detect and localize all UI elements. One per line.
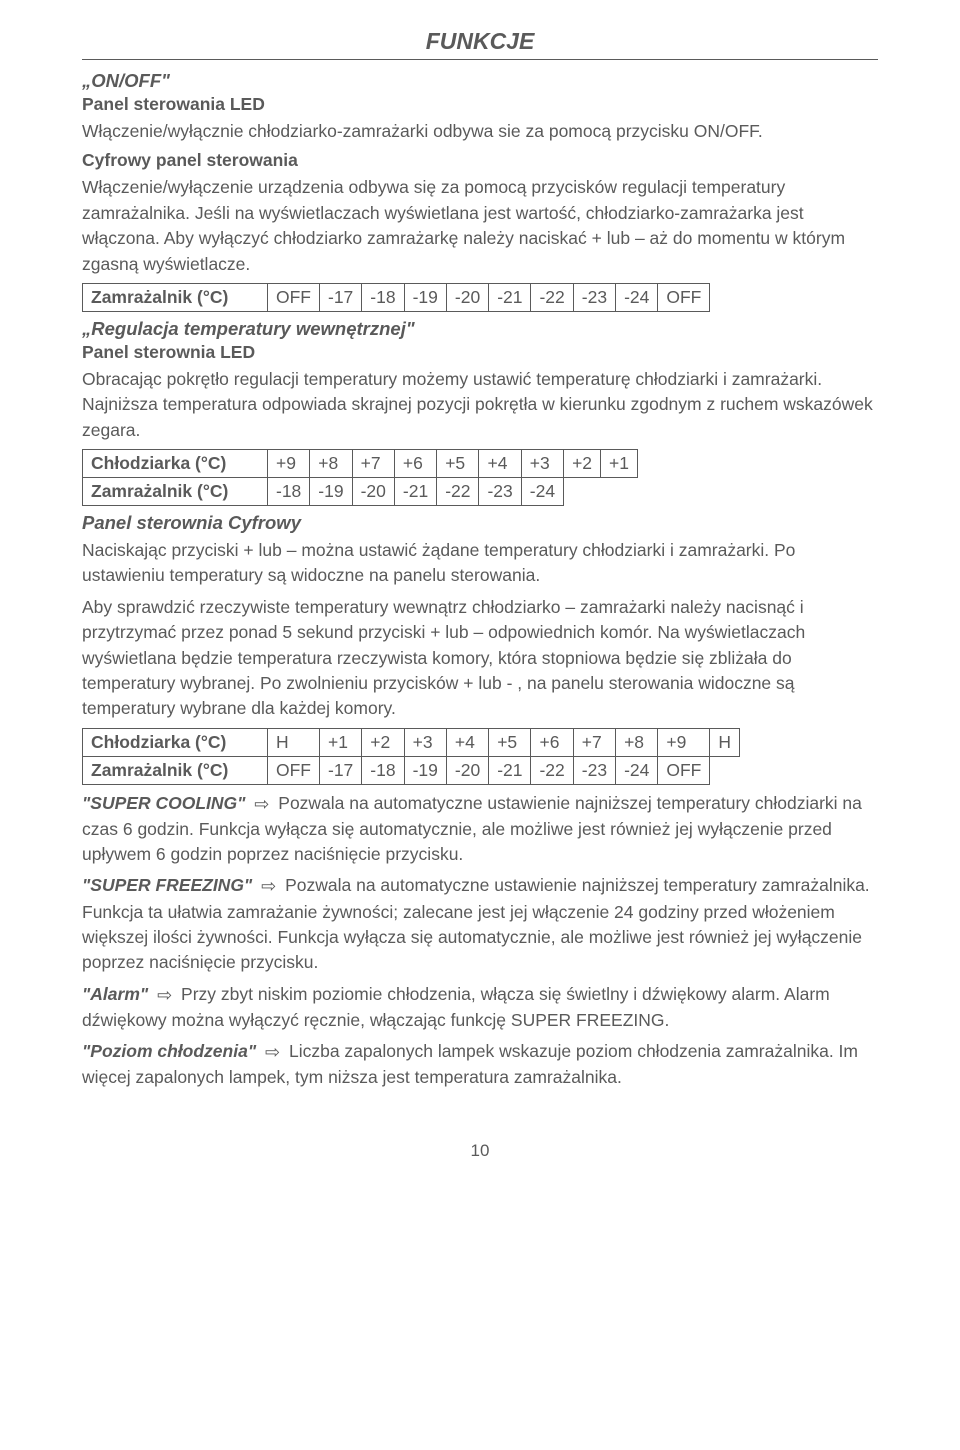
page-container: FUNKCJE „ON/OFF" Panel sterowania LED Wł…: [0, 0, 960, 1201]
table-cell: +9: [658, 728, 710, 756]
feature-label: "Alarm": [82, 984, 148, 1004]
table-cell: -23: [479, 478, 521, 506]
table-cell: +3: [521, 450, 563, 478]
table-cell: +4: [446, 728, 488, 756]
arrow-icon: ⇨: [261, 873, 276, 899]
page-title: FUNKCJE: [82, 28, 878, 60]
section-onoff-head: „ON/OFF": [82, 70, 878, 92]
table-cell: -17: [320, 756, 362, 784]
table-cell: H: [710, 728, 740, 756]
table-cell: -24: [616, 756, 658, 784]
feature-label: "SUPER FREEZING": [82, 875, 252, 895]
table-cell: +4: [479, 450, 521, 478]
table-cell: OFF: [658, 283, 710, 311]
section-onoff-p1: Włączenie/wyłącznie chłodziarko-zamrażar…: [82, 119, 878, 144]
feature-cooling-level: "Poziom chłodzenia" ⇨ Liczba zapalonych …: [82, 1039, 878, 1090]
feature-alarm: "Alarm" ⇨ Przy zbyt niskim poziomie chło…: [82, 982, 878, 1033]
table-cell: -24: [616, 283, 658, 311]
table-cell: +5: [437, 450, 479, 478]
table-cell: +5: [489, 728, 531, 756]
table-cell: -23: [573, 283, 615, 311]
table-cell: -20: [446, 756, 488, 784]
table-cell: -21: [394, 478, 436, 506]
table-cell: -22: [531, 283, 573, 311]
table-fridge-freezer-3: Chłodziarka (°C) H +1 +2 +3 +4 +5 +6 +7 …: [82, 728, 740, 785]
table-cell: -19: [310, 478, 352, 506]
feature-supercooling: "SUPER COOLING" ⇨ Pozwala na automatyczn…: [82, 791, 878, 868]
feature-label: "SUPER COOLING": [82, 793, 245, 813]
section-temp-head: „Regulacja temperatury wewnętrznej": [82, 318, 878, 340]
section-onoff-subhead2: Cyfrowy panel sterowania: [82, 150, 878, 171]
table-cell: +9: [268, 450, 310, 478]
section-digital-p2: Aby sprawdzić rzeczywiste temperatury we…: [82, 595, 878, 722]
section-temp-p1: Obracając pokrętło regulacji temperatury…: [82, 367, 878, 443]
feature-text: Przy zbyt niskim poziomie chłodzenia, wł…: [82, 984, 830, 1030]
page-number: 10: [82, 1141, 878, 1161]
table-cell: +7: [573, 728, 615, 756]
table-cell: OFF: [268, 283, 320, 311]
table-cell: OFF: [658, 756, 710, 784]
table-freezer-1: Zamrażalnik (°C) OFF -17 -18 -19 -20 -21…: [82, 283, 710, 312]
table-cell: -22: [437, 478, 479, 506]
table-cell: +7: [352, 450, 394, 478]
table-label: Zamrażalnik (°C): [83, 283, 268, 311]
table-cell: +2: [564, 450, 601, 478]
section-digital-head: Panel sterownia Cyfrowy: [82, 512, 878, 534]
table-cell: +3: [404, 728, 446, 756]
table-label: Zamrażalnik (°C): [83, 756, 268, 784]
section-digital-p1: Naciskając przyciski + lub – można ustaw…: [82, 538, 878, 589]
table-cell: -22: [531, 756, 573, 784]
table-cell: -21: [489, 756, 531, 784]
table-cell: -23: [573, 756, 615, 784]
table-cell: +8: [310, 450, 352, 478]
feature-label: "Poziom chłodzenia": [82, 1041, 256, 1061]
table-cell: -18: [268, 478, 310, 506]
table-cell: +6: [531, 728, 573, 756]
table-cell: OFF: [268, 756, 320, 784]
arrow-icon: ⇨: [157, 982, 172, 1008]
table-cell: -18: [362, 283, 404, 311]
table-label: Zamrażalnik (°C): [83, 478, 268, 506]
table-cell: -20: [446, 283, 488, 311]
table-cell: +2: [362, 728, 404, 756]
table-cell: H: [268, 728, 320, 756]
feature-superfreezing: "SUPER FREEZING" ⇨ Pozwala na automatycz…: [82, 873, 878, 975]
table-cell: +8: [616, 728, 658, 756]
arrow-icon: ⇨: [265, 1039, 280, 1065]
table-label: Chłodziarka (°C): [83, 728, 268, 756]
table-fridge-freezer-2: Chłodziarka (°C) +9 +8 +7 +6 +5 +4 +3 +2…: [82, 449, 638, 506]
table-cell: -19: [404, 756, 446, 784]
table-cell: -17: [320, 283, 362, 311]
table-cell: -18: [362, 756, 404, 784]
section-onoff-p2: Włączenie/wyłączenie urządzenia odbywa s…: [82, 175, 878, 277]
table-cell: +1: [601, 450, 638, 478]
arrow-icon: ⇨: [254, 791, 269, 817]
section-temp-subhead: Panel sterownia LED: [82, 342, 878, 363]
table-label: Chłodziarka (°C): [83, 450, 268, 478]
table-cell: +1: [320, 728, 362, 756]
table-cell: -20: [352, 478, 394, 506]
section-onoff-subhead: Panel sterowania LED: [82, 94, 878, 115]
table-cell: -21: [489, 283, 531, 311]
table-cell: -24: [521, 478, 563, 506]
table-cell: +6: [394, 450, 436, 478]
table-cell: -19: [404, 283, 446, 311]
